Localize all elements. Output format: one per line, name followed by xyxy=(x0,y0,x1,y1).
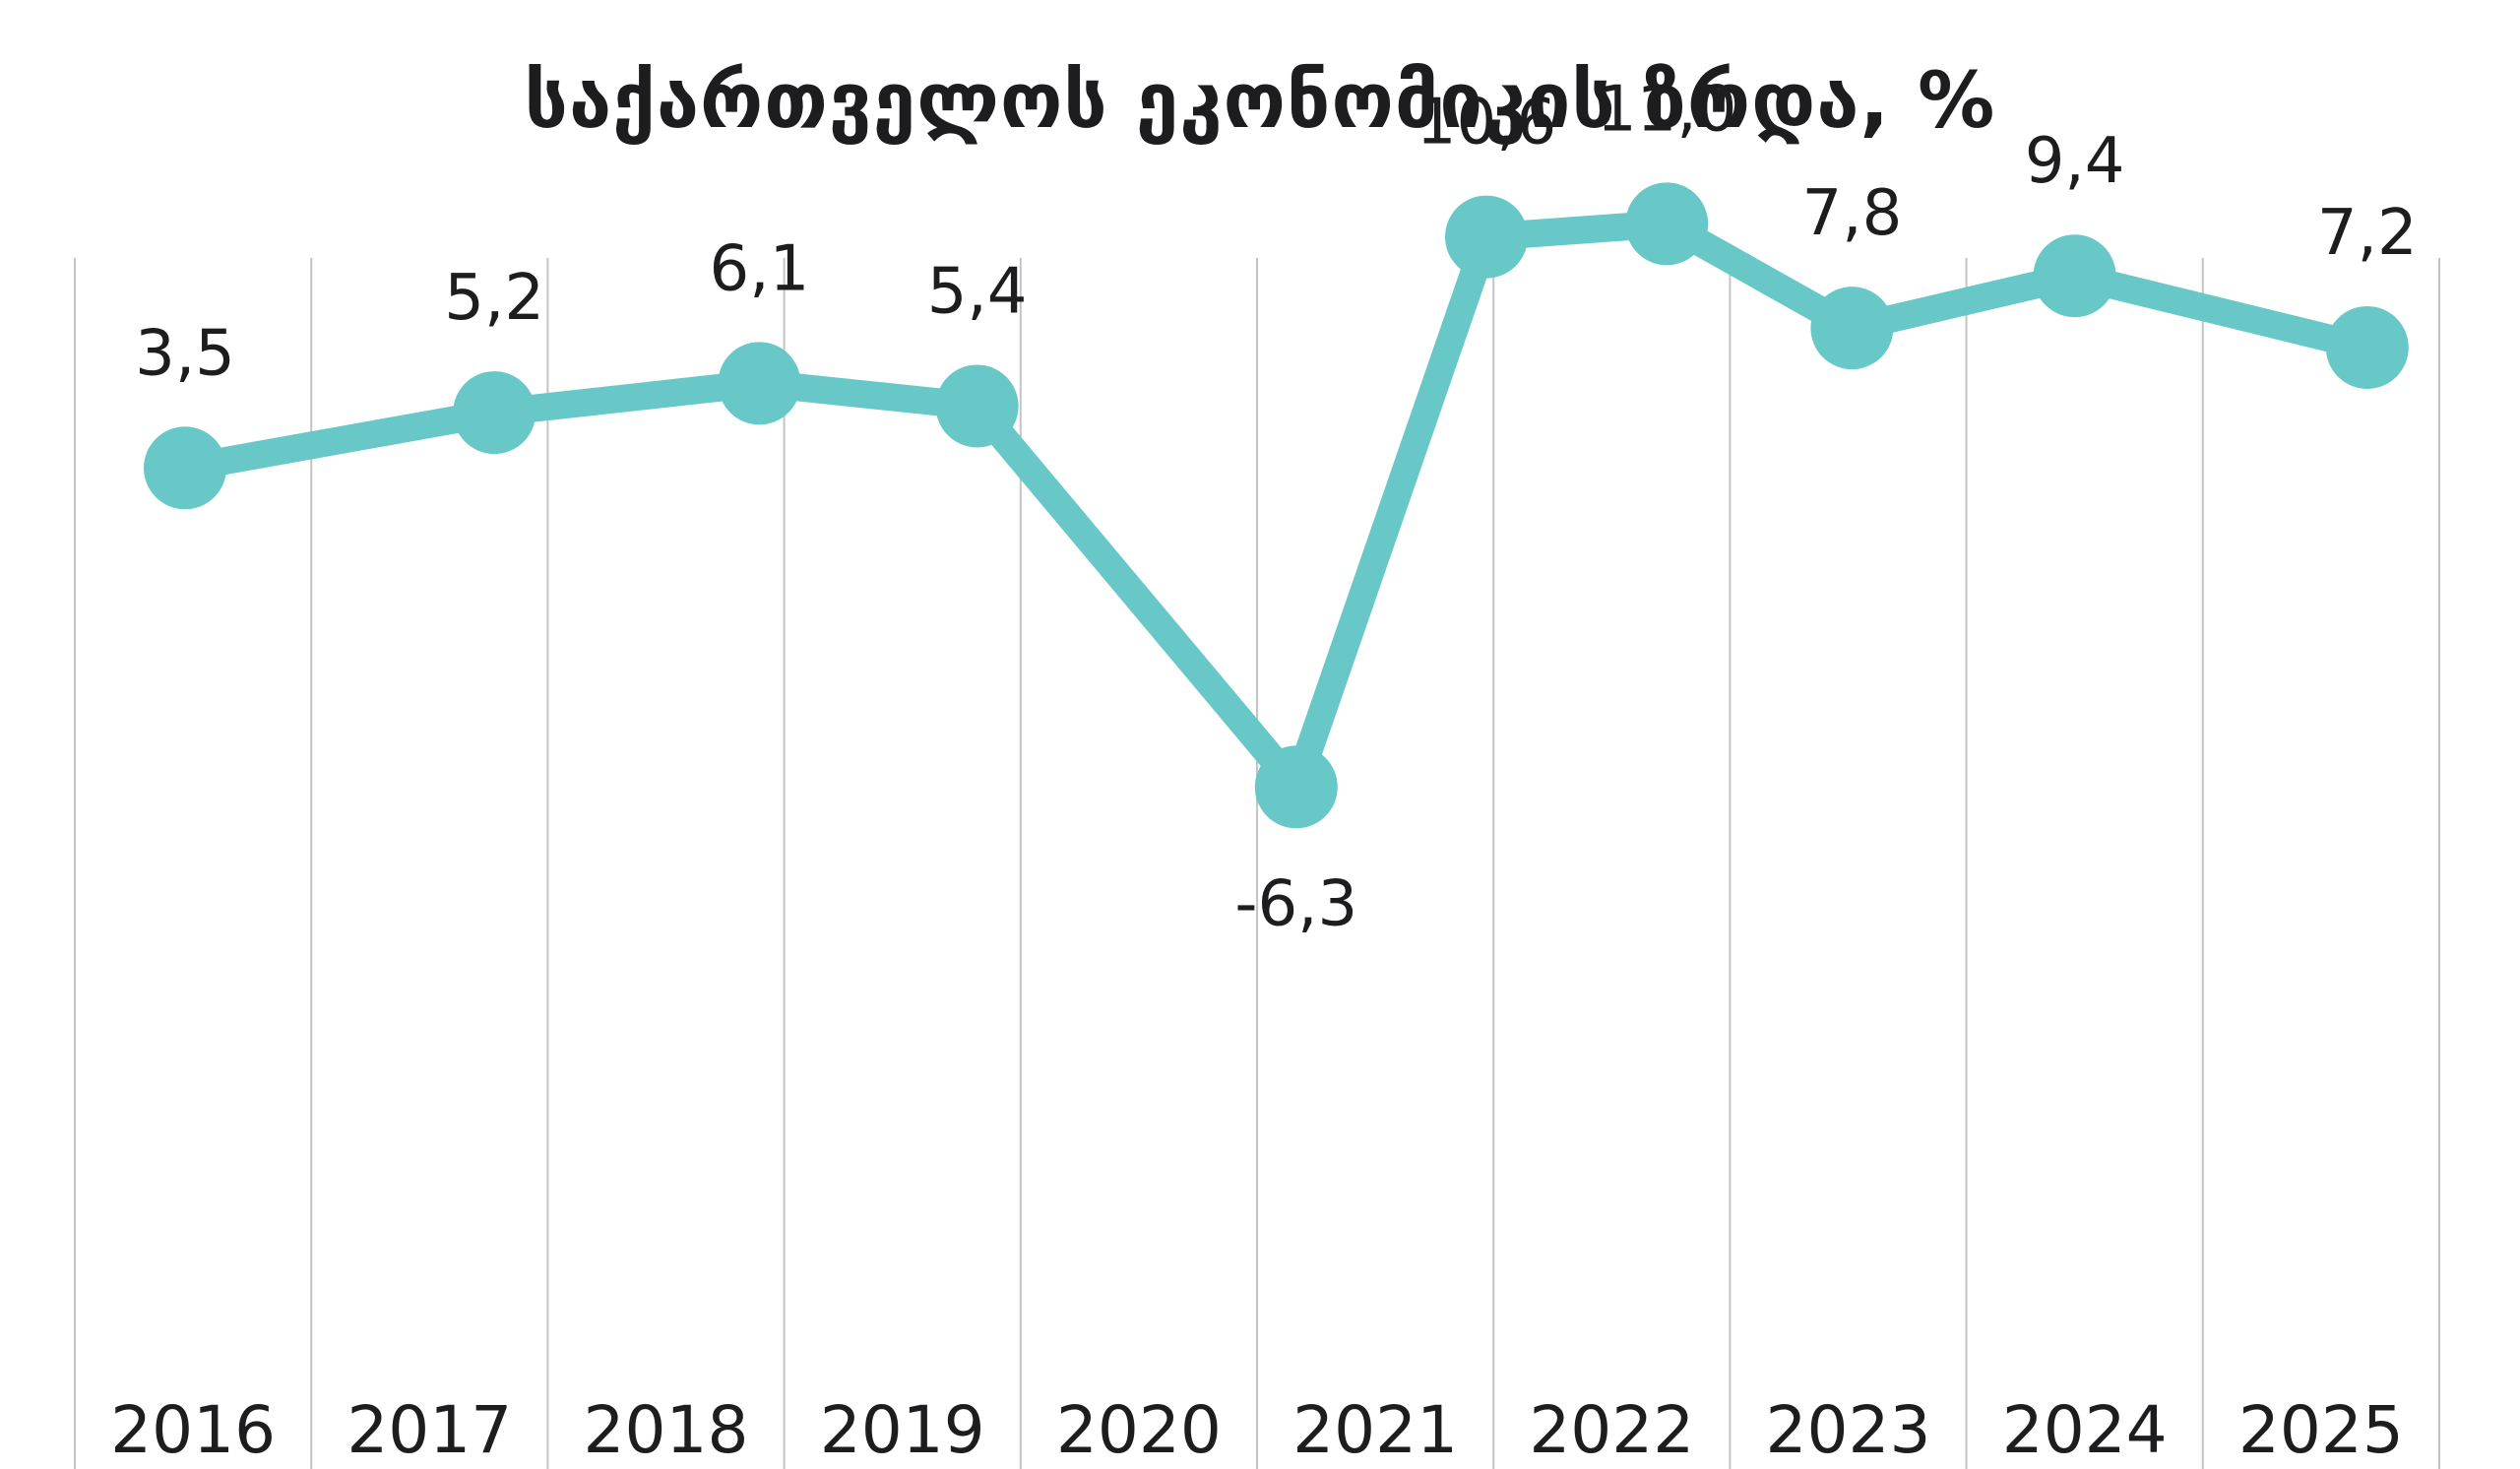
data-label-2020: -6,3 xyxy=(1234,867,1357,940)
data-label-2022: 11,0 xyxy=(1597,73,1737,146)
data-point-2018 xyxy=(718,342,801,425)
x-tick-label-2022: 2022 xyxy=(1529,1392,1694,1468)
x-tick-labels: 2016 2017 2018 2019 2020 2021 2022 2023 2024 2025 xyxy=(110,1392,2404,1468)
chart-title: საქართველოს ეკონომიკის ზრდა, % xyxy=(524,57,1996,146)
x-tick-label-2019: 2019 xyxy=(820,1392,985,1468)
data-label-2017: 5,2 xyxy=(444,262,544,335)
data-point-2025 xyxy=(2325,305,2409,389)
x-tick-label-2018: 2018 xyxy=(584,1392,749,1468)
data-point-2022 xyxy=(1625,182,1709,266)
data-point-2024 xyxy=(2033,234,2116,318)
series-line-path xyxy=(171,210,2381,815)
data-point-2020 xyxy=(1254,745,1338,829)
data-label-2024: 9,4 xyxy=(2025,125,2125,198)
series-line xyxy=(171,210,2381,815)
data-point-2019 xyxy=(935,364,1019,448)
data-points xyxy=(144,182,2409,829)
data-point-2023 xyxy=(1810,287,1894,370)
grid-lines xyxy=(74,258,2440,1469)
x-tick-label-2017: 2017 xyxy=(346,1392,512,1468)
data-label-2021: 10,6 xyxy=(1417,87,1557,160)
x-tick-label-2024: 2024 xyxy=(2002,1392,2168,1468)
data-label-2023: 7,8 xyxy=(1802,177,1903,250)
data-labels: 3,5 5,2 6,1 5,4 -6,3 10,6 11,0 7,8 9,4 7,2 xyxy=(135,73,2418,940)
x-tick-label-2020: 2020 xyxy=(1056,1392,1222,1468)
x-tick-label-2023: 2023 xyxy=(1766,1392,1931,1468)
data-label-2018: 6,1 xyxy=(710,232,810,305)
data-point-2017 xyxy=(453,371,536,455)
x-tick-label-2021: 2021 xyxy=(1292,1392,1458,1468)
data-label-2019: 5,4 xyxy=(927,255,1028,328)
data-label-2025: 7,2 xyxy=(2317,197,2418,270)
x-tick-label-2025: 2025 xyxy=(2238,1392,2404,1468)
data-point-2021 xyxy=(1445,195,1528,279)
data-label-2016: 3,5 xyxy=(135,317,235,390)
data-point-2016 xyxy=(144,426,226,510)
x-tick-label-2016: 2016 xyxy=(110,1392,276,1468)
